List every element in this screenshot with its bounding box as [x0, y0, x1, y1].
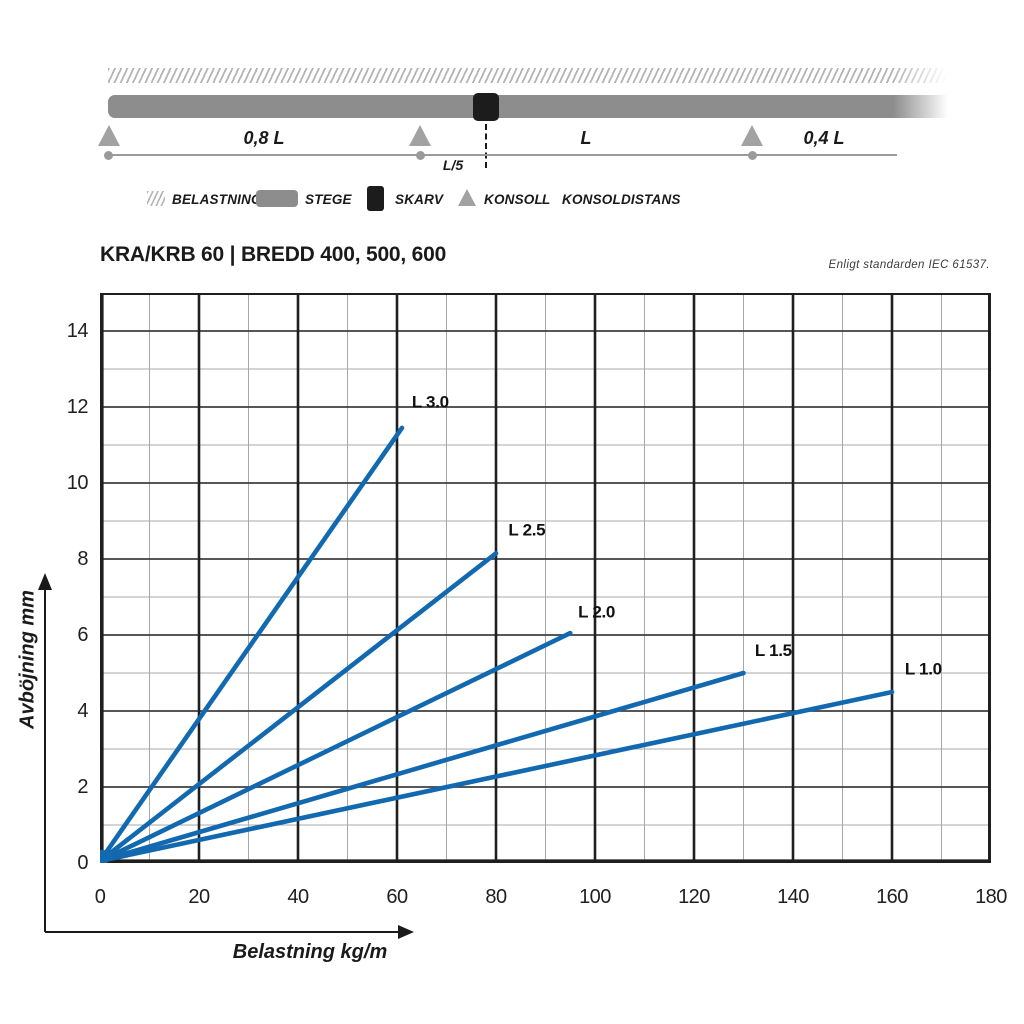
dimension-dot [748, 151, 757, 160]
series-label: L 1.0 [905, 659, 942, 678]
x-tick-label: 0 [94, 886, 106, 908]
skarv-offset-label: L/5 [442, 157, 464, 173]
dimension-dot [104, 151, 113, 160]
x-tick-label: 140 [777, 886, 809, 908]
x-tick-label: 80 [485, 886, 507, 908]
y-tick-label: 4 [77, 700, 88, 722]
span-label-mid: L [580, 128, 592, 148]
y-axis-label: Avböjning mm [16, 590, 39, 729]
y-tick-label: 12 [66, 396, 89, 418]
dimension-dot [416, 151, 425, 160]
y-tick-label: 14 [66, 320, 89, 342]
joint-dashed-line [485, 124, 487, 168]
legend-label-stege: STEGE [305, 192, 352, 207]
support-triangle-icon [409, 125, 431, 146]
x-tick-label: 20 [188, 886, 210, 908]
series-line-L-3.0 [100, 425, 405, 863]
deflection-chart: L 3.0 L 2.5 L 2.0 L 1.5 L 1.0 [100, 293, 991, 863]
series-line-L-2.5 [100, 550, 499, 863]
legend-label-belastning: BELASTNING [172, 192, 262, 207]
series-label: L 1.5 [755, 641, 792, 660]
x-axis-label: Belastning kg/m [232, 941, 388, 963]
series-label: L 2.0 [578, 602, 615, 621]
x-tick-label: 60 [386, 886, 408, 908]
legend-symbol-L: L [542, 192, 551, 207]
series-line-L-2.0 [100, 630, 573, 863]
page-title: KRA/KRB 60 | BREDD 400, 500, 600 [100, 243, 447, 266]
legend-hatch-icon [147, 191, 165, 206]
support-triangle-icon [741, 125, 763, 146]
standard-note: Enligt standarden IEC 61537. [828, 259, 990, 271]
origin-dot [100, 849, 110, 863]
y-tick-label: 6 [77, 624, 88, 646]
x-arrowhead-icon [398, 925, 414, 939]
legend-bar-icon [256, 190, 298, 207]
x-tick-label: 180 [975, 886, 1007, 908]
legend-triangle-icon [458, 189, 476, 206]
x-tick-label: 120 [678, 886, 710, 908]
series-line-L-1.5 [100, 670, 746, 863]
series-label: L 2.5 [508, 520, 545, 539]
legend-label-konsoldistans: KONSOLDISTANS [562, 192, 681, 207]
span-label-left: 0,8 L [243, 128, 285, 148]
dimension-line [108, 154, 897, 156]
x-tick-label: 40 [287, 886, 309, 908]
y-tick-label: 8 [77, 548, 88, 570]
legend-label-skarv: SKARV [395, 192, 444, 207]
series-line-L-1.0 [100, 689, 895, 863]
load-hatch-strip [108, 68, 953, 83]
span-label-right: 0,4 L [803, 128, 845, 148]
y-tick-label: 10 [66, 472, 89, 494]
legend-square-icon [367, 186, 384, 211]
series-label: L 3.0 [412, 392, 449, 411]
joint-square [473, 93, 499, 121]
support-triangle-icon [98, 125, 120, 146]
legend-label-konsol: KONSOL [484, 192, 543, 207]
y-arrowhead-icon [38, 573, 52, 590]
x-tick-label: 160 [876, 886, 908, 908]
ladder-fade [893, 62, 960, 124]
ladder-bar [108, 95, 958, 118]
y-tick-label: 0 [77, 852, 88, 874]
y-tick-label: 2 [77, 776, 88, 798]
x-tick-label: 100 [579, 886, 611, 908]
